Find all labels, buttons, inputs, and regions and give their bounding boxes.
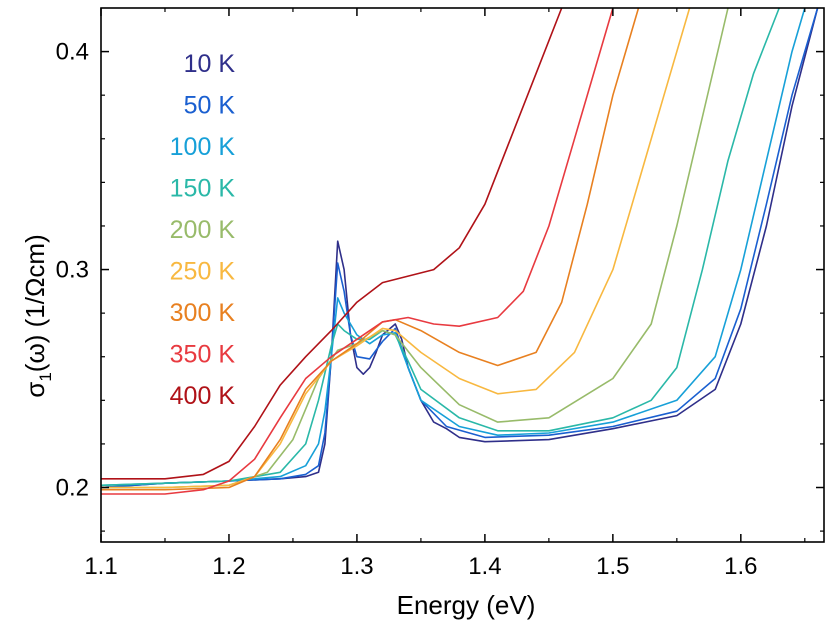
legend-label-150k: 150 K <box>170 175 236 203</box>
series-line-250k <box>101 8 691 489</box>
tick-layer: 1.1 1.2 1.3 1.4 1.5 1.6 0.2 0.3 0.4 <box>56 8 824 580</box>
legend-label-350k: 350 K <box>170 341 236 369</box>
y-tick-label: 0.2 <box>56 475 89 502</box>
series-line-300k <box>101 8 640 491</box>
legend-label-250k: 250 K <box>170 258 236 286</box>
x-tick-label: 1.1 <box>84 553 117 580</box>
legend-label-300k: 300 K <box>170 299 236 327</box>
x-tick-label: 1.6 <box>724 553 757 580</box>
legend-label-200k: 200 K <box>170 216 236 244</box>
x-tick-label: 1.4 <box>468 553 501 580</box>
x-tick-label: 1.2 <box>212 553 245 580</box>
y-axis-title-rest: (ω) (1/Ωcm) <box>20 234 50 372</box>
plot-frame <box>100 7 825 543</box>
x-tick-label: 1.5 <box>596 553 629 580</box>
series-layer <box>101 8 819 495</box>
y-tick-label: 0.4 <box>56 39 89 66</box>
legend-label-10k: 10 K <box>184 50 236 78</box>
y-tick-label: 0.3 <box>56 257 89 284</box>
y-axis-title-subscript: 1 <box>36 372 55 381</box>
y-axis-title-symbol: σ <box>20 382 50 398</box>
legend-label-100k: 100 K <box>170 133 236 161</box>
series-line-50k <box>101 8 819 489</box>
x-axis-title: Energy (eV) <box>397 590 536 620</box>
series-line-350k <box>101 8 614 495</box>
legend-label-50k: 50 K <box>184 92 236 120</box>
series-line-400k <box>101 8 563 480</box>
series-line-100k <box>101 8 806 487</box>
series-line-200k <box>101 8 729 489</box>
legend: 10 K 50 K 100 K 150 K 200 K 250 K 300 K 350 K 40… <box>170 50 236 410</box>
x-tick-label: 1.3 <box>340 553 373 580</box>
legend-label-400k: 400 K <box>170 382 236 410</box>
y-axis-title: σ1(ω) (1/Ωcm) <box>20 234 55 397</box>
